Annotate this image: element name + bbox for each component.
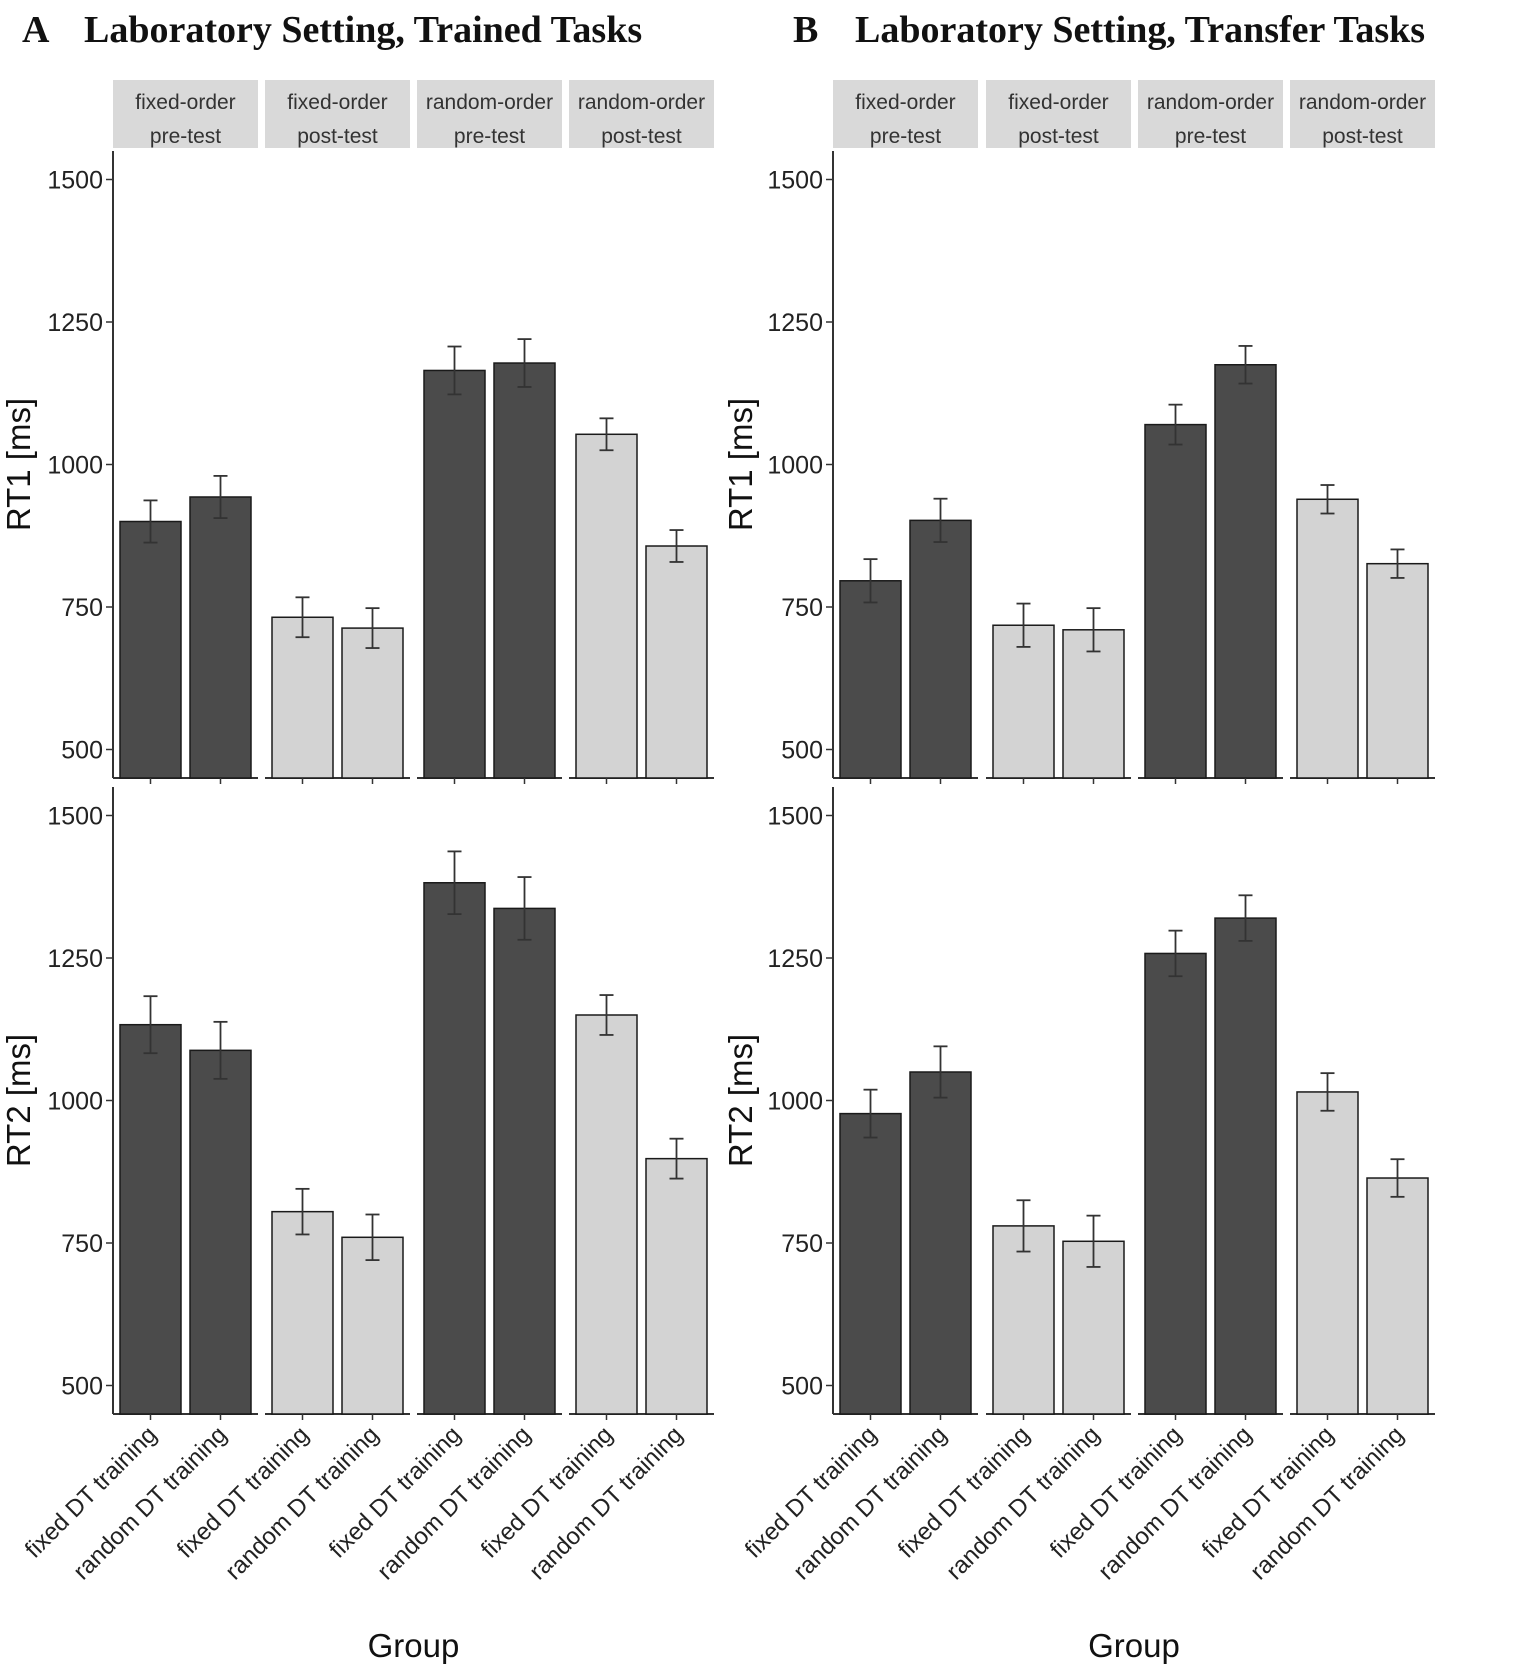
bar — [189, 496, 252, 779]
bar — [1296, 1091, 1359, 1415]
facet-strip — [833, 80, 978, 148]
bar — [341, 1236, 404, 1415]
bar — [992, 624, 1055, 779]
bar — [423, 882, 486, 1415]
facet-label: post-test — [1322, 125, 1403, 148]
y-tick-label: 1500 — [767, 167, 823, 195]
facet-label: pre-test — [150, 125, 221, 148]
bar — [1062, 629, 1125, 779]
x-axis-title: Group — [368, 1627, 460, 1664]
bar — [839, 1112, 902, 1415]
bar — [1366, 1177, 1429, 1415]
bar — [423, 369, 486, 779]
y-tick-label: 1000 — [47, 452, 103, 480]
facet-strip — [1138, 80, 1283, 148]
facet-label: random-order — [578, 91, 705, 114]
facet-label: random-order — [1299, 91, 1426, 114]
bar — [271, 1210, 334, 1415]
facet-label: fixed-order — [1008, 91, 1108, 114]
y-tick-label: 750 — [61, 594, 103, 622]
y-tick-label: 500 — [61, 1373, 103, 1401]
bar — [119, 1023, 182, 1415]
bar — [645, 1157, 708, 1415]
bar — [1144, 952, 1207, 1415]
y-tick-label: 750 — [781, 1230, 823, 1258]
facet-label: fixed-order — [287, 91, 387, 114]
bar — [839, 580, 902, 779]
panel-letter: B — [793, 9, 818, 51]
bar — [1366, 562, 1429, 779]
facet-label: fixed-order — [135, 91, 235, 114]
facet-label: post-test — [601, 125, 682, 148]
facet-label: pre-test — [870, 125, 941, 148]
bar — [341, 627, 404, 779]
y-tick-label: 1500 — [47, 803, 103, 831]
panel-title: Laboratory Setting, Trained Tasks — [84, 9, 642, 51]
facet-label: random-order — [426, 91, 553, 114]
facet-label: random-order — [1147, 91, 1274, 114]
facet-label: pre-test — [1175, 125, 1246, 148]
y-tick-label: 1500 — [767, 803, 823, 831]
y-axis-title: RT1 [ms] — [0, 398, 37, 531]
panel-letter: A — [22, 9, 50, 51]
facet-strip — [113, 80, 258, 148]
bar — [493, 907, 556, 1415]
y-tick-label: 500 — [781, 737, 823, 765]
y-tick-label: 500 — [781, 1373, 823, 1401]
panel-title: Laboratory Setting, Transfer Tasks — [855, 9, 1425, 51]
facet-label: post-test — [1018, 125, 1099, 148]
bar — [493, 362, 556, 779]
facet-strip — [265, 80, 410, 148]
y-tick-label: 1250 — [47, 945, 103, 973]
bar — [992, 1225, 1055, 1415]
panel-a: A Laboratory Setting, Trained Tasks fixed-… — [0, 9, 714, 1664]
x-axis-title: Group — [1088, 1627, 1180, 1664]
bar — [1296, 498, 1359, 779]
y-tick-label: 1000 — [767, 452, 823, 480]
facet-strip — [986, 80, 1131, 148]
y-axis-title: RT2 [ms] — [722, 1034, 759, 1167]
facet-label: pre-test — [454, 125, 525, 148]
bar — [909, 1071, 972, 1415]
bar — [119, 520, 182, 779]
facet-strip — [1290, 80, 1435, 148]
bar — [189, 1049, 252, 1415]
bar — [1214, 917, 1277, 1415]
y-tick-label: 1250 — [47, 309, 103, 337]
bar — [1144, 423, 1207, 779]
bar — [1214, 364, 1277, 779]
y-tick-label: 1500 — [47, 167, 103, 195]
bar — [575, 433, 638, 779]
facet-label: post-test — [297, 125, 378, 148]
y-axis-title: RT1 [ms] — [722, 398, 759, 531]
panel-b: B Laboratory Setting, Transfer Tasks fixed… — [722, 9, 1435, 1664]
facet-strip — [417, 80, 562, 148]
y-tick-label: 1000 — [767, 1088, 823, 1116]
facet-label: fixed-order — [855, 91, 955, 114]
y-axis-title: RT2 [ms] — [0, 1034, 37, 1167]
y-tick-label: 750 — [61, 1230, 103, 1258]
y-tick-label: 1250 — [767, 945, 823, 973]
y-tick-label: 1000 — [47, 1088, 103, 1116]
y-tick-label: 1250 — [767, 309, 823, 337]
y-tick-label: 500 — [61, 737, 103, 765]
facet-strip — [569, 80, 714, 148]
bar — [909, 519, 972, 779]
bar — [645, 545, 708, 779]
bar — [271, 616, 334, 779]
bar — [575, 1014, 638, 1415]
y-tick-label: 750 — [781, 594, 823, 622]
